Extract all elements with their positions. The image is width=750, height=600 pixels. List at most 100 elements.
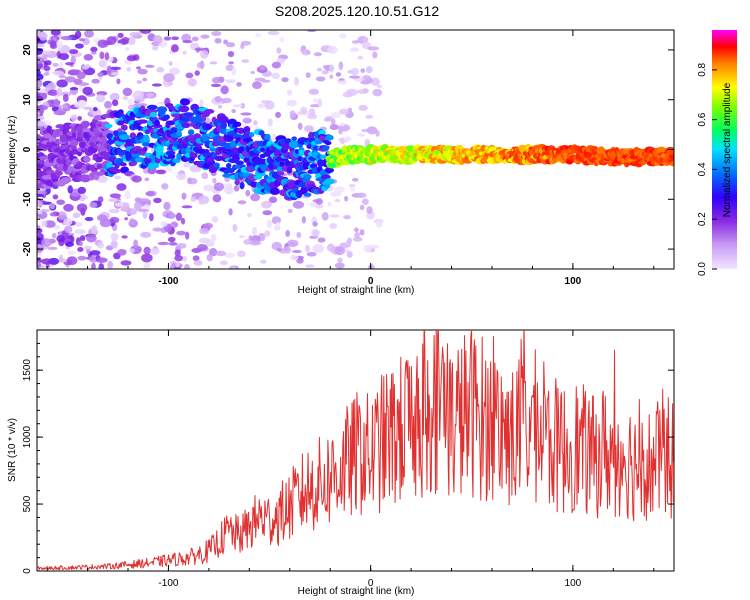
spectrogram-cell — [37, 120, 46, 127]
spectrogram-cell — [133, 201, 143, 211]
spectrogram-cell — [325, 134, 334, 141]
spectrogram-cell — [324, 183, 330, 189]
spectrogram-cell — [68, 49, 79, 55]
spectrogram-cell — [97, 39, 109, 48]
spectrogram-cell — [200, 34, 210, 39]
spectrogram-cell — [149, 111, 158, 118]
spectrogram-cell — [122, 96, 129, 101]
spectrogram-cell — [356, 192, 367, 199]
spectrogram-cell — [210, 233, 217, 242]
spectrogram-cell — [60, 35, 73, 41]
spectrogram-cell — [338, 108, 350, 115]
spectrogram-cell — [350, 47, 360, 52]
spectrogram-cell — [107, 65, 112, 74]
spectrogram-cell — [175, 212, 183, 222]
spectrogram-cell — [183, 112, 194, 118]
spectrogram-cell — [337, 80, 348, 85]
spectrogram-cell — [271, 72, 280, 80]
spectrogram-cell — [84, 30, 94, 38]
spectrogram-cell — [198, 200, 205, 205]
spectrogram-cell — [76, 71, 86, 80]
spectrogram-cell — [176, 173, 187, 181]
spectrogram-cell — [220, 85, 229, 95]
spectrogram-cell — [194, 70, 200, 76]
spectrogram-cell — [77, 186, 87, 194]
spectrogram-cell — [106, 36, 117, 45]
spectrogram-cell — [37, 78, 43, 88]
spectrogram-cell — [365, 114, 374, 119]
spectrogram-cell — [329, 214, 340, 218]
snr-series-line — [37, 330, 674, 571]
spectrogram-cell — [119, 134, 130, 140]
spectrogram-cell — [167, 236, 176, 243]
spectrogram-cell — [359, 229, 365, 236]
spectrogram-cell — [44, 85, 51, 93]
spectrogram-cell — [168, 241, 178, 246]
spectrogram-cell — [144, 177, 150, 182]
spectrogram-cell — [129, 248, 135, 253]
spectrogram-cell — [142, 77, 148, 82]
spectrogram-cell — [306, 251, 317, 257]
spectrogram-cell — [37, 200, 43, 207]
spectrogram-cell — [137, 103, 148, 107]
spectrogram-cell — [176, 143, 184, 150]
spectrogram-cell — [156, 106, 168, 113]
spectrogram-cell — [110, 240, 118, 249]
spectrogram-cell — [287, 208, 293, 214]
spectrogram-cell — [187, 129, 195, 136]
spectrogram-cell — [297, 122, 303, 131]
spectrogram-cell — [107, 260, 114, 269]
spectrogram-cell — [80, 174, 91, 183]
spectrogram-cell — [82, 86, 93, 95]
spectrogram-cell — [152, 162, 160, 169]
spectrogram-cell — [187, 177, 198, 185]
spectrogram-cell — [43, 72, 50, 76]
spectrogram-cell — [275, 221, 281, 230]
spectrogram-cell — [181, 192, 187, 200]
spectrogram-cell — [56, 199, 66, 205]
spectrogram-cell — [109, 92, 120, 102]
spectrogram-cell — [245, 189, 251, 197]
spectrogram-cell — [309, 201, 317, 208]
spectrogram-cell — [77, 82, 90, 86]
spectrogram-cell — [246, 212, 252, 218]
spectrogram-cell — [329, 223, 338, 229]
spectrogram-cell — [268, 196, 278, 204]
spectrogram-cell — [91, 262, 96, 269]
spectrogram-cell — [343, 136, 352, 142]
spectrogram-cell — [182, 122, 191, 129]
spectrogram-cell — [77, 115, 82, 121]
spectrogram-cell — [149, 213, 154, 222]
spectrogram-cell — [269, 187, 280, 195]
spectrogram-cell — [175, 260, 180, 268]
spectrogram-cell — [260, 147, 266, 152]
spectrogram-cell — [127, 36, 136, 46]
spectrogram-cell — [330, 118, 336, 125]
spectrogram-cell — [334, 246, 345, 256]
spectrogram-cell — [240, 43, 245, 50]
spectrogram-cell — [312, 229, 320, 237]
spectrogram-cell — [170, 44, 179, 53]
spectrogram-cell — [327, 201, 332, 207]
spectrogram-cell — [206, 253, 213, 262]
spectrogram-cell — [199, 49, 209, 59]
spectrogram-cell — [305, 264, 315, 268]
spectrogram-cell — [359, 204, 365, 211]
spectrogram-cell — [323, 118, 332, 122]
spectrogram-cell — [76, 203, 88, 213]
spectrogram-cell — [274, 156, 283, 163]
spectrogram-cell — [60, 177, 72, 184]
spectrogram-cell — [64, 225, 73, 234]
spectrogram-cell — [365, 65, 373, 74]
spectrogram-cell — [37, 56, 44, 64]
spectrogram-cell — [74, 222, 83, 227]
spectrogram-cell — [37, 43, 45, 48]
spectrogram-cell — [137, 208, 149, 213]
spectrogram-cell — [140, 231, 152, 238]
spectrogram-cell — [212, 177, 217, 184]
spectrogram-cell — [250, 71, 255, 75]
spectrogram-cell — [357, 55, 364, 60]
spectrogram-cell — [72, 212, 81, 219]
spectrogram-cell — [49, 40, 57, 49]
